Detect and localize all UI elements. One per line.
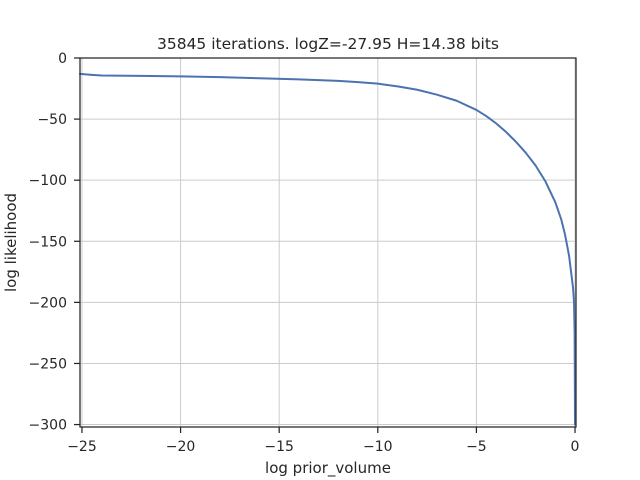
plot-area <box>80 58 576 427</box>
y-tick-label: 0 <box>58 51 67 67</box>
y-tick-label: −100 <box>29 173 67 189</box>
y-tick-label: −200 <box>29 295 67 311</box>
x-axis-label: log prior_volume <box>265 459 391 478</box>
y-tick-label: −150 <box>29 234 67 250</box>
chart-title: 35845 iterations. logZ=-27.95 H=14.38 bi… <box>157 35 499 53</box>
ticks: −25 −20 −15 −10 −5 00−50−100−150−200−250−300 <box>29 51 580 455</box>
axes-frame <box>79 57 577 428</box>
y-tick-label: −50 <box>37 112 67 128</box>
y-axis-label: log likelihood <box>2 193 20 292</box>
x-tick-label: −15 <box>264 439 294 455</box>
x-tick-label: −20 <box>166 439 196 455</box>
x-tick-label: 0 <box>571 439 580 455</box>
x-tick-label: −25 <box>67 439 97 455</box>
x-tick-label: −5 <box>466 439 487 455</box>
x-tick-label: −10 <box>363 439 393 455</box>
y-tick-label: −250 <box>29 356 67 372</box>
gridlines <box>80 57 576 427</box>
y-tick-label: −300 <box>29 418 67 434</box>
likelihood-series-line <box>79 72 577 426</box>
series-group <box>79 72 577 426</box>
